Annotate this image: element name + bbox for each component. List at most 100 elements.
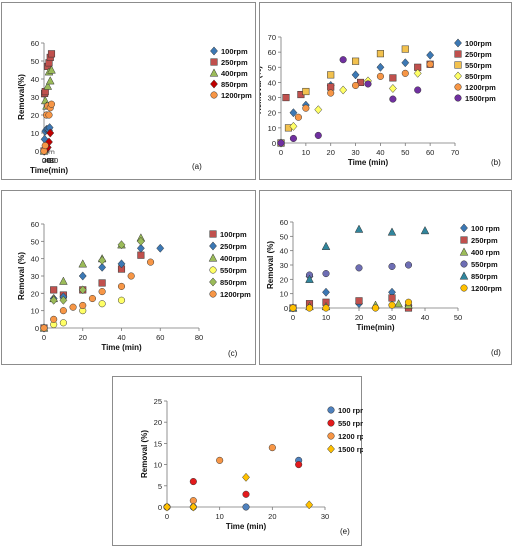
y-axis-label: Removal(%): [17, 74, 26, 120]
y-tick-label: 0: [35, 324, 39, 333]
data-point: [59, 319, 67, 327]
x-tick-label: 20: [79, 333, 87, 342]
legend-marker: [454, 71, 462, 81]
y-tick-label: 70: [268, 33, 276, 42]
y-tick-label: 60: [280, 218, 288, 227]
y-tick-label: 0: [272, 139, 276, 148]
x-tick-label: 40: [376, 148, 384, 157]
legend-marker: [454, 83, 462, 91]
data-point: [388, 262, 396, 270]
series-1: [163, 461, 303, 511]
x-tick-label: 80: [195, 333, 203, 342]
y-tick-label: 60: [268, 48, 276, 57]
y-tick-label: 60: [31, 220, 39, 229]
y-tick-label: 50: [280, 232, 288, 241]
data-point: [46, 128, 55, 138]
data-point: [47, 50, 56, 58]
x-tick-label: 30: [388, 313, 396, 322]
panel-label: (a): [192, 162, 202, 171]
x-tick-label: 80: [50, 156, 58, 165]
data-point: [295, 461, 303, 469]
data-point: [321, 241, 331, 250]
legend-entry: 850rpm: [471, 272, 498, 281]
legend-entry: 1200rpm: [220, 290, 251, 299]
y-tick-label: 30: [268, 94, 276, 103]
legend-marker: [459, 247, 469, 256]
data-point: [401, 69, 409, 77]
y-tick-label: 20: [268, 109, 276, 118]
data-point: [387, 227, 397, 236]
data-point: [388, 301, 396, 309]
series-2: [163, 444, 276, 511]
data-point: [98, 262, 107, 272]
x-tick-label: 20: [355, 313, 363, 322]
x-tick-label: 60: [156, 333, 164, 342]
y-tick-label: 0: [35, 147, 39, 156]
y-tick-label: 50: [268, 63, 276, 72]
data-point: [389, 95, 397, 103]
y-tick-label: 40: [268, 78, 276, 87]
y-tick-label: 10: [31, 129, 39, 138]
legend-marker: [454, 50, 462, 58]
y-tick-label: 20: [280, 275, 288, 284]
y-tick-label: 0: [284, 304, 288, 313]
y-tick-label: 15: [154, 439, 162, 448]
data-point: [117, 296, 126, 304]
legend-marker: [327, 432, 335, 440]
y-tick-label: 10: [268, 124, 276, 133]
legend-entry: 250rpm: [465, 50, 492, 59]
data-point: [136, 243, 145, 253]
legend-entry: 400rpm: [220, 254, 247, 263]
data-point: [268, 444, 276, 452]
legend-marker: [454, 61, 462, 69]
x-tick-label: 50: [454, 313, 462, 322]
data-point: [364, 80, 372, 88]
data-point: [339, 56, 347, 64]
legend-entry: 100 rpm: [338, 406, 363, 415]
x-tick-label: 60: [426, 148, 434, 157]
data-point: [354, 224, 364, 233]
data-point: [189, 478, 197, 486]
legend-entry: 1200rpm: [221, 91, 252, 100]
data-point: [282, 94, 290, 102]
legend-marker: [210, 79, 218, 89]
data-point: [289, 108, 298, 118]
data-point: [352, 81, 360, 90]
legend-marker: [209, 68, 219, 77]
x-axis-label: Time (min): [101, 343, 142, 352]
legend-entry: 550 rpm: [338, 419, 363, 428]
x-tick-label: 0: [42, 333, 46, 342]
data-point: [314, 105, 323, 115]
y-axis-label: Removal (%): [260, 66, 263, 114]
data-point: [401, 58, 410, 68]
data-point: [305, 274, 314, 283]
legend-marker: [209, 290, 217, 298]
legend-marker: [208, 253, 218, 262]
chart-svg: 0 10 20 30 40 50 60 70 0 10 20 30 40 50 60 70 Time (min)…: [260, 33, 501, 167]
legend-entry: 1200rpm: [471, 284, 502, 293]
data-point: [117, 240, 126, 250]
data-point: [414, 86, 422, 94]
data-point: [371, 304, 380, 312]
data-point: [289, 121, 298, 131]
y-tick-label: 20: [154, 418, 162, 427]
data-point: [404, 298, 413, 306]
legend-marker: [327, 406, 335, 414]
data-point: [404, 261, 413, 269]
data-point: [327, 83, 335, 91]
data-point: [302, 104, 310, 112]
legend-entry: 100rpm: [465, 39, 492, 48]
legend-entry: 100rpm: [221, 47, 248, 56]
y-tick-label: 60: [31, 39, 39, 48]
data-point: [327, 89, 335, 97]
data-point: [289, 304, 297, 312]
data-point: [277, 139, 285, 147]
y-axis-label: Removal (%): [17, 252, 26, 300]
data-point: [305, 500, 314, 510]
legend-entry: 550rpm: [220, 266, 247, 275]
data-point: [49, 295, 58, 305]
x-tick-label: 0: [165, 512, 169, 521]
data-point: [117, 259, 126, 269]
legend-marker: [210, 91, 218, 99]
legend-marker: [460, 223, 468, 233]
